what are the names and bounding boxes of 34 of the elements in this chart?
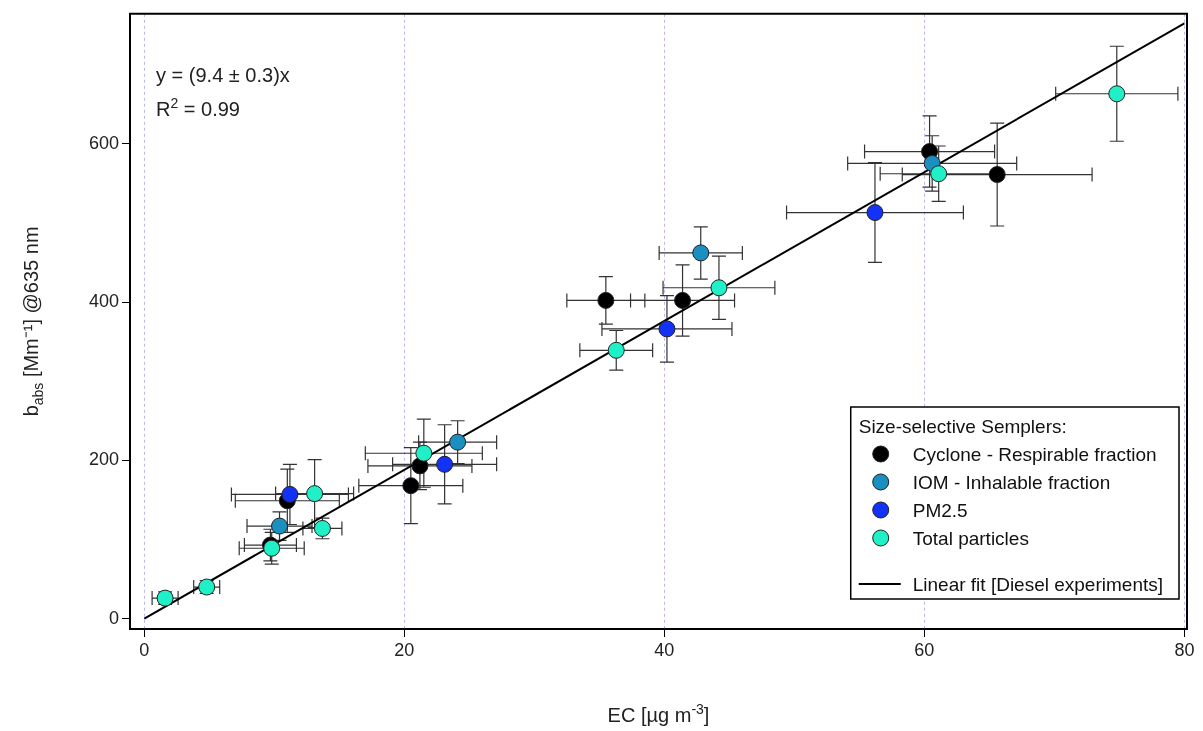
point — [306, 485, 324, 503]
y-tick-label: 600 — [88, 132, 119, 153]
x-tick-label: 60 — [914, 639, 935, 660]
y-tick-label: 0 — [108, 607, 119, 628]
point — [692, 244, 710, 262]
legend-title: Size-selective Semplers: — [858, 416, 1067, 437]
point — [1108, 85, 1126, 103]
point — [674, 291, 692, 309]
point — [930, 165, 948, 183]
point — [607, 341, 625, 359]
point — [415, 444, 433, 462]
point — [866, 204, 884, 222]
legend-label: PM2.5 — [912, 500, 968, 521]
y-tick-label: 200 — [88, 449, 119, 470]
annotation: y = (9.4 ± 0.3)x — [156, 63, 290, 86]
legend-label: Linear fit [Diesel experiments] — [912, 574, 1164, 595]
point — [710, 279, 728, 297]
point — [271, 517, 289, 535]
legend-label: Total particles — [912, 528, 1029, 549]
legend-label: Cyclone - Respirable fraction — [912, 444, 1157, 465]
legend-label: IOM - Inhalable fraction — [912, 472, 1111, 493]
x-tick-label: 20 — [394, 639, 415, 660]
x-tick-label: 40 — [654, 639, 675, 660]
point — [597, 291, 615, 309]
point — [449, 433, 467, 451]
y-tick-label: 400 — [88, 290, 119, 311]
point — [402, 477, 420, 495]
point — [988, 166, 1006, 184]
y-axis-title: babs [Mm⁻¹] @635 nm — [20, 226, 46, 417]
x-tick-label: 0 — [139, 639, 150, 660]
x-tick-label: 80 — [1174, 639, 1195, 660]
point — [658, 320, 676, 338]
point — [281, 485, 299, 503]
point — [436, 455, 454, 473]
